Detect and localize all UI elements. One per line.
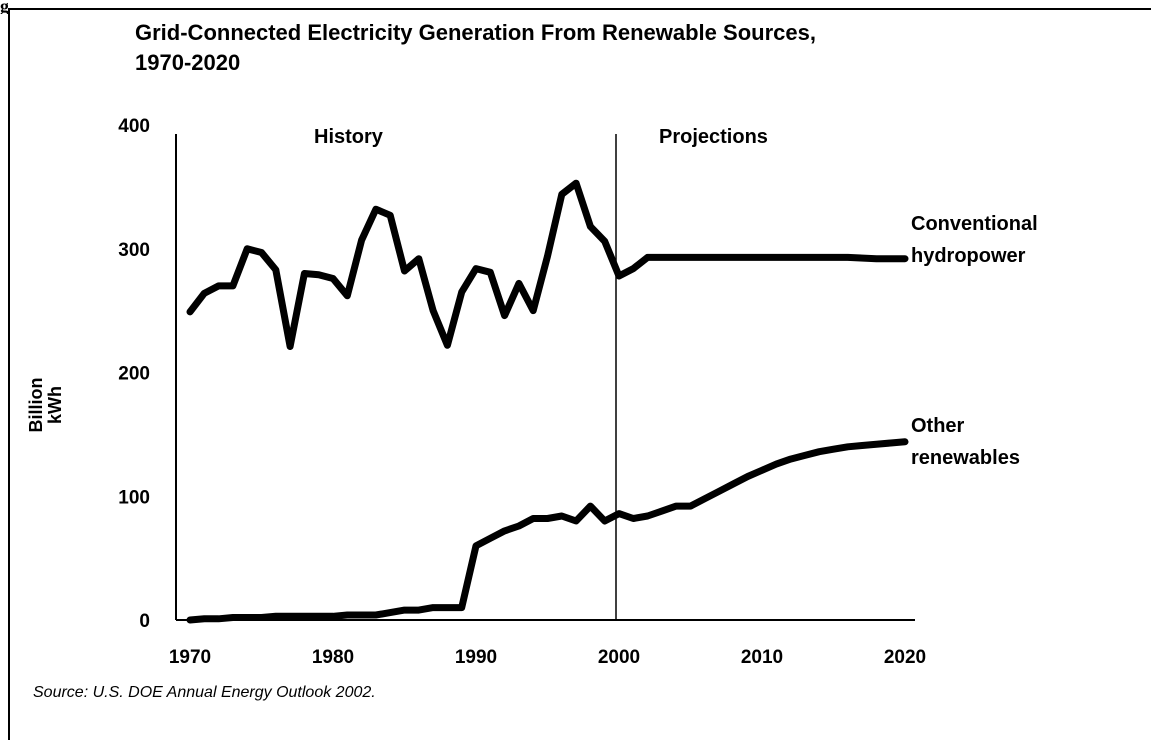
y-tick-label: 200 — [118, 364, 150, 385]
figure-corner-label: g — [0, 0, 8, 14]
y-axis-label: Billion kWh — [26, 378, 65, 433]
y-tick-label: 400 — [118, 116, 150, 137]
y-tick-label: 100 — [118, 487, 150, 508]
x-tick-label: 2020 — [884, 647, 926, 668]
x-tick-label: 1970 — [169, 647, 211, 668]
x-tick-label: 1990 — [455, 647, 497, 668]
y-tick-labels: 0 100 200 300 400 — [118, 116, 150, 632]
y-tick-label: 300 — [118, 240, 150, 261]
x-tick-label: 2000 — [598, 647, 640, 668]
region-label-projections: Projections — [659, 126, 768, 148]
figure-frame — [8, 8, 1151, 740]
chart-title-line1: Grid-Connected Electricity Generation Fr… — [135, 20, 816, 45]
series-label-hydro-line1: Conventional — [911, 213, 1038, 235]
chart-title-line2: 1970-2020 — [135, 50, 241, 75]
chart-axes — [175, 134, 915, 621]
y-axis-label-line2: kWh — [45, 386, 65, 424]
region-label-history: History — [314, 126, 384, 148]
x-tick-label: 2010 — [741, 647, 783, 668]
y-tick-label: 0 — [139, 611, 150, 632]
y-axis-label-line1: Billion — [26, 378, 46, 433]
series-line-conventional-hydropower — [186, 179, 909, 350]
series-label-hydro-line2: hydropower — [911, 245, 1026, 267]
x-tick-label: 1980 — [312, 647, 354, 668]
series-line-other-renewables — [186, 438, 909, 624]
series-label-other-line1: Other — [911, 415, 965, 437]
series-label-other-line2: renewables — [911, 447, 1020, 469]
chart-title: Grid-Connected Electricity Generation Fr… — [135, 18, 1035, 78]
source-note: Source: U.S. DOE Annual Energy Outlook 2… — [33, 684, 376, 701]
series-lines — [186, 179, 909, 624]
x-tick-labels: 1970 1980 1990 2000 2010 2020 — [169, 647, 926, 668]
